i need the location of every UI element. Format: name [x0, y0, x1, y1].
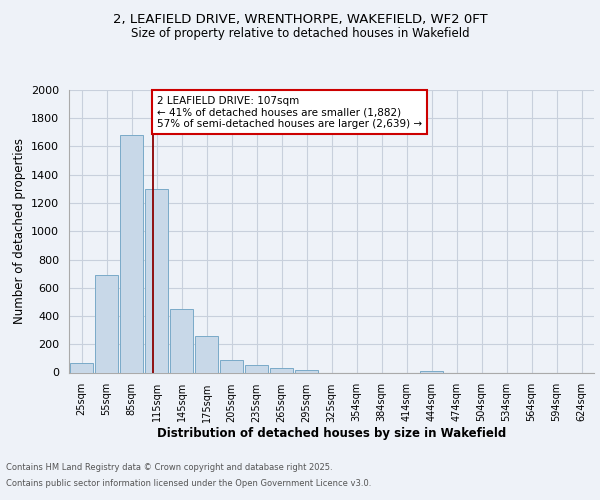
X-axis label: Distribution of detached houses by size in Wakefield: Distribution of detached houses by size …: [157, 427, 506, 440]
Bar: [145, 189, 169, 372]
Y-axis label: Number of detached properties: Number of detached properties: [13, 138, 26, 324]
Text: 2 LEAFIELD DRIVE: 107sqm
← 41% of detached houses are smaller (1,882)
57% of sem: 2 LEAFIELD DRIVE: 107sqm ← 41% of detach…: [157, 96, 422, 129]
Bar: [220, 360, 244, 372]
Bar: [119, 135, 143, 372]
Text: 2, LEAFIELD DRIVE, WRENTHORPE, WAKEFIELD, WF2 0FT: 2, LEAFIELD DRIVE, WRENTHORPE, WAKEFIELD…: [113, 12, 487, 26]
Bar: [269, 368, 293, 372]
Bar: [194, 336, 218, 372]
Bar: [295, 370, 319, 372]
Bar: [95, 275, 118, 372]
Bar: [419, 371, 443, 372]
Bar: [170, 309, 193, 372]
Bar: [245, 364, 268, 372]
Text: Contains public sector information licensed under the Open Government Licence v3: Contains public sector information licen…: [6, 478, 371, 488]
Text: Size of property relative to detached houses in Wakefield: Size of property relative to detached ho…: [131, 28, 469, 40]
Text: Contains HM Land Registry data © Crown copyright and database right 2025.: Contains HM Land Registry data © Crown c…: [6, 464, 332, 472]
Bar: [70, 362, 94, 372]
